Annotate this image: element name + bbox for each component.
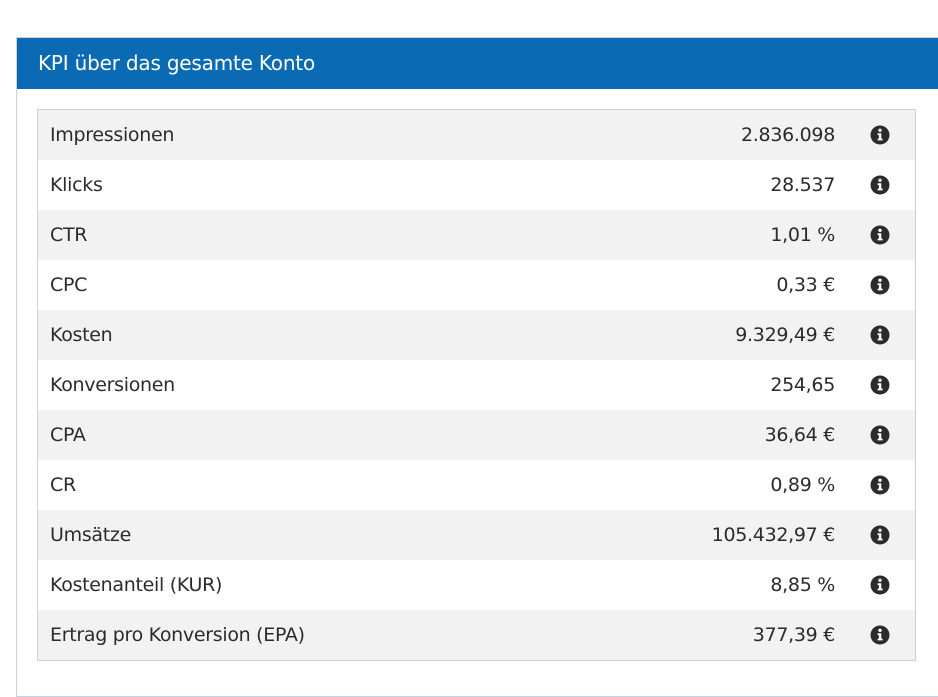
info-icon[interactable] bbox=[840, 475, 920, 495]
info-icon[interactable] bbox=[840, 425, 920, 445]
kpi-value: 28.537 bbox=[770, 174, 835, 196]
info-icon bbox=[870, 625, 890, 645]
kpi-value: 1,01 % bbox=[770, 224, 835, 246]
kpi-row-konversionen: Konversionen 254,65 bbox=[38, 360, 915, 410]
info-icon bbox=[870, 325, 890, 345]
kpi-row-cpa: CPA 36,64 € bbox=[38, 410, 915, 460]
kpi-label: Konversionen bbox=[50, 374, 175, 396]
kpi-table: Impressionen 2.836.098 Klicks 28.537 CTR… bbox=[37, 109, 916, 661]
kpi-label: CPC bbox=[50, 274, 88, 296]
kpi-value: 9.329,49 € bbox=[735, 324, 835, 346]
kpi-label: Umsätze bbox=[50, 524, 131, 546]
kpi-value: 8,85 % bbox=[770, 574, 835, 596]
kpi-row-cpc: CPC 0,33 € bbox=[38, 260, 915, 310]
kpi-value: 0,89 % bbox=[770, 474, 835, 496]
kpi-row-ertrag: Ertrag pro Konversion (EPA) 377,39 € bbox=[38, 610, 915, 660]
info-icon[interactable] bbox=[840, 525, 920, 545]
kpi-row-kosten: Kosten 9.329,49 € bbox=[38, 310, 915, 360]
info-icon[interactable] bbox=[840, 375, 920, 395]
kpi-value: 105.432,97 € bbox=[711, 524, 836, 546]
info-icon bbox=[870, 525, 890, 545]
info-icon[interactable] bbox=[840, 575, 920, 595]
kpi-label: Ertrag pro Konversion (EPA) bbox=[50, 624, 305, 646]
info-icon bbox=[870, 575, 890, 595]
info-icon bbox=[870, 475, 890, 495]
kpi-value: 377,39 € bbox=[752, 624, 836, 646]
kpi-row-ctr: CTR 1,01 % bbox=[38, 210, 915, 260]
panel-title: KPI über das gesamte Konto bbox=[17, 38, 938, 89]
kpi-value: 2.836.098 bbox=[741, 124, 835, 146]
kpi-row-kostenanteil: Kostenanteil (KUR) 8,85 % bbox=[38, 560, 915, 610]
kpi-label: CTR bbox=[50, 224, 88, 246]
info-icon bbox=[870, 375, 890, 395]
kpi-row-klicks: Klicks 28.537 bbox=[38, 160, 915, 210]
kpi-label: Kostenanteil (KUR) bbox=[50, 574, 223, 596]
kpi-value: 0,33 € bbox=[776, 274, 835, 296]
kpi-value: 36,64 € bbox=[764, 424, 836, 446]
info-icon bbox=[870, 275, 890, 295]
info-icon[interactable] bbox=[840, 175, 920, 195]
kpi-label: Impressionen bbox=[50, 124, 175, 146]
kpi-label: Kosten bbox=[50, 324, 113, 346]
info-icon[interactable] bbox=[840, 225, 920, 245]
kpi-label: CR bbox=[50, 474, 76, 496]
kpi-row-cr: CR 0,89 % bbox=[38, 460, 915, 510]
kpi-label: Klicks bbox=[50, 174, 103, 196]
info-icon[interactable] bbox=[840, 325, 920, 345]
info-icon[interactable] bbox=[840, 125, 920, 145]
kpi-row-impressionen: Impressionen 2.836.098 bbox=[38, 110, 915, 160]
kpi-panel: KPI über das gesamte Konto Impressionen … bbox=[16, 37, 938, 697]
info-icon[interactable] bbox=[840, 625, 920, 645]
info-icon bbox=[870, 175, 890, 195]
info-icon[interactable] bbox=[840, 275, 920, 295]
info-icon bbox=[870, 425, 890, 445]
info-icon bbox=[870, 225, 890, 245]
info-icon bbox=[870, 125, 890, 145]
kpi-label: CPA bbox=[50, 424, 86, 446]
kpi-row-umsaetze: Umsätze 105.432,97 € bbox=[38, 510, 915, 560]
kpi-value: 254,65 bbox=[770, 374, 835, 396]
